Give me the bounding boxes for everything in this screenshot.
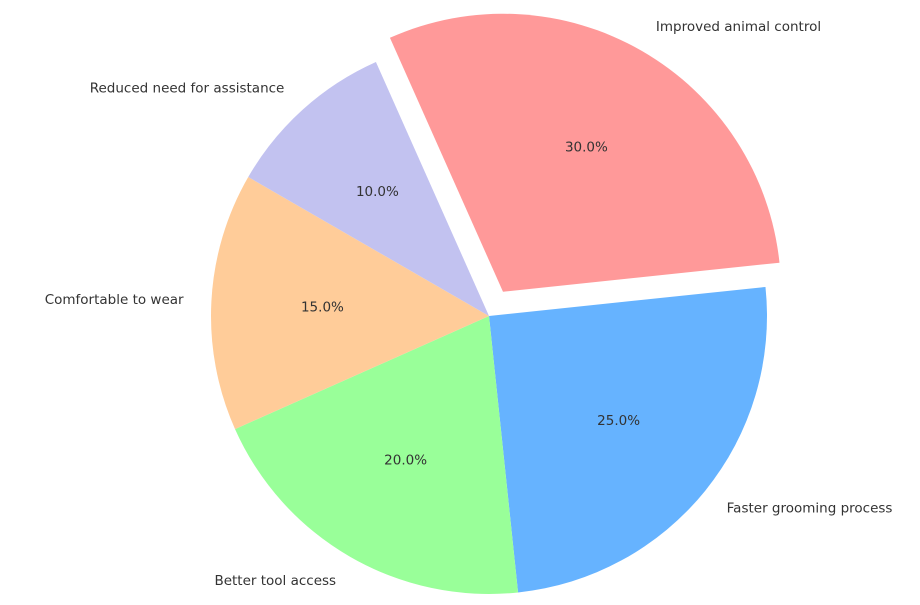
pie-category-label: Comfortable to wear <box>45 292 184 308</box>
pie-category-label: Faster grooming process <box>727 500 893 516</box>
pie-slice-improved-animal-control <box>389 13 780 292</box>
pie-category-label: Reduced need for assistance <box>90 81 285 97</box>
pie-percent-label: 20.0% <box>384 452 427 468</box>
pie-percent-label: 15.0% <box>301 299 344 315</box>
pie-percent-label: 30.0% <box>565 139 608 155</box>
pie-slice-better-tool-access <box>235 316 519 595</box>
pie-slice-faster-grooming-process <box>489 286 768 593</box>
pie-slices <box>211 13 780 595</box>
pie-percent-label: 25.0% <box>597 413 640 429</box>
pie-labels: 30.0% Improved animal control 25.0% Faster … <box>45 19 893 589</box>
pie-category-label: Improved animal control <box>656 19 821 35</box>
pie-slice-reduced-need-for-assistance <box>248 62 489 316</box>
pie-slice-comfortable-to-wear <box>211 177 489 430</box>
pie-percent-label: 10.0% <box>356 184 399 200</box>
pie-category-label: Better tool access <box>214 573 336 589</box>
